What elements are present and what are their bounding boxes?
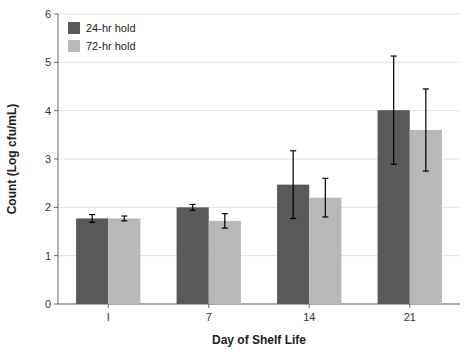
y-axis-title: Count (Log cfu/mL) (5, 104, 19, 215)
bar (177, 207, 209, 304)
x-tick (208, 304, 209, 308)
error-bar-cap (391, 164, 397, 165)
error-bar-cap (290, 218, 296, 219)
x-axis-title: Day of Shelf Life (212, 333, 306, 347)
error-bar-cap (190, 204, 196, 205)
axes: 0 1 2 3 4 5 6 I 7 14 21 (45, 8, 460, 323)
error-bar-cap (222, 228, 228, 229)
y-tick-label: 6 (45, 8, 51, 20)
error-bar (391, 56, 397, 164)
legend-label: 24-hr hold (86, 22, 136, 34)
grid-line (58, 62, 460, 63)
error-bar (121, 216, 127, 221)
error-bar-cap (190, 210, 196, 211)
error-bar-cap (222, 213, 228, 214)
y-tick (54, 255, 58, 256)
error-bar-stem (425, 89, 426, 171)
y-tick-label: 5 (45, 56, 51, 68)
grid (58, 14, 460, 304)
error-bar-cap (423, 88, 429, 89)
y-axis-line (58, 14, 59, 304)
y-tick (54, 159, 58, 160)
bar (108, 218, 140, 304)
x-tick (108, 304, 109, 308)
error-bar-stem (124, 216, 125, 221)
error-bar-cap (290, 150, 296, 151)
x-tick-label: 21 (404, 311, 416, 323)
error-bar-stem (325, 178, 326, 217)
legend: 24-hr hold 72-hr hold (68, 22, 136, 52)
y-tick (54, 14, 58, 15)
y-tick (54, 62, 58, 63)
error-bar (89, 215, 95, 223)
error-bar-cap (322, 216, 328, 217)
bars (76, 56, 442, 304)
error-bar-stem (393, 56, 394, 164)
grid-line (58, 14, 460, 15)
chart-container: 0 1 2 3 4 5 6 I 7 14 21 Day of Shelf Life Count (Log… (0, 0, 474, 356)
error-bar-cap (121, 220, 127, 221)
error-bar-stem (192, 204, 193, 210)
bar (209, 221, 241, 304)
error-bar (190, 204, 196, 210)
error-bar (322, 178, 328, 217)
x-tick-label: 14 (303, 311, 315, 323)
x-tick (409, 304, 410, 308)
y-tick (54, 304, 58, 305)
legend-swatch (68, 40, 80, 52)
legend-label: 72-hr hold (86, 40, 136, 52)
error-bar-stem (92, 215, 93, 223)
y-tick (54, 110, 58, 111)
error-bar-cap (89, 222, 95, 223)
x-tick (309, 304, 310, 308)
error-bar-cap (391, 55, 397, 56)
error-bar (290, 151, 296, 219)
error-bar-stem (293, 151, 294, 219)
bar (76, 218, 108, 304)
y-tick-label: 0 (45, 298, 51, 310)
y-tick-label: 1 (45, 250, 51, 262)
error-bar (222, 214, 228, 229)
error-bar-stem (224, 214, 225, 229)
x-tick-label: 7 (206, 311, 212, 323)
x-tick-label: I (107, 311, 110, 323)
y-tick-label: 4 (45, 105, 51, 117)
error-bar-cap (89, 214, 95, 215)
y-tick (54, 207, 58, 208)
error-bar-cap (322, 178, 328, 179)
chart-svg: 0 1 2 3 4 5 6 I 7 14 21 Day of Shelf Life Count (Log… (0, 0, 474, 356)
error-bar-cap (121, 215, 127, 216)
y-tick-label: 2 (45, 201, 51, 213)
error-bar (423, 89, 429, 171)
error-bar-cap (423, 170, 429, 171)
y-tick-label: 3 (45, 153, 51, 165)
legend-swatch (68, 22, 80, 34)
